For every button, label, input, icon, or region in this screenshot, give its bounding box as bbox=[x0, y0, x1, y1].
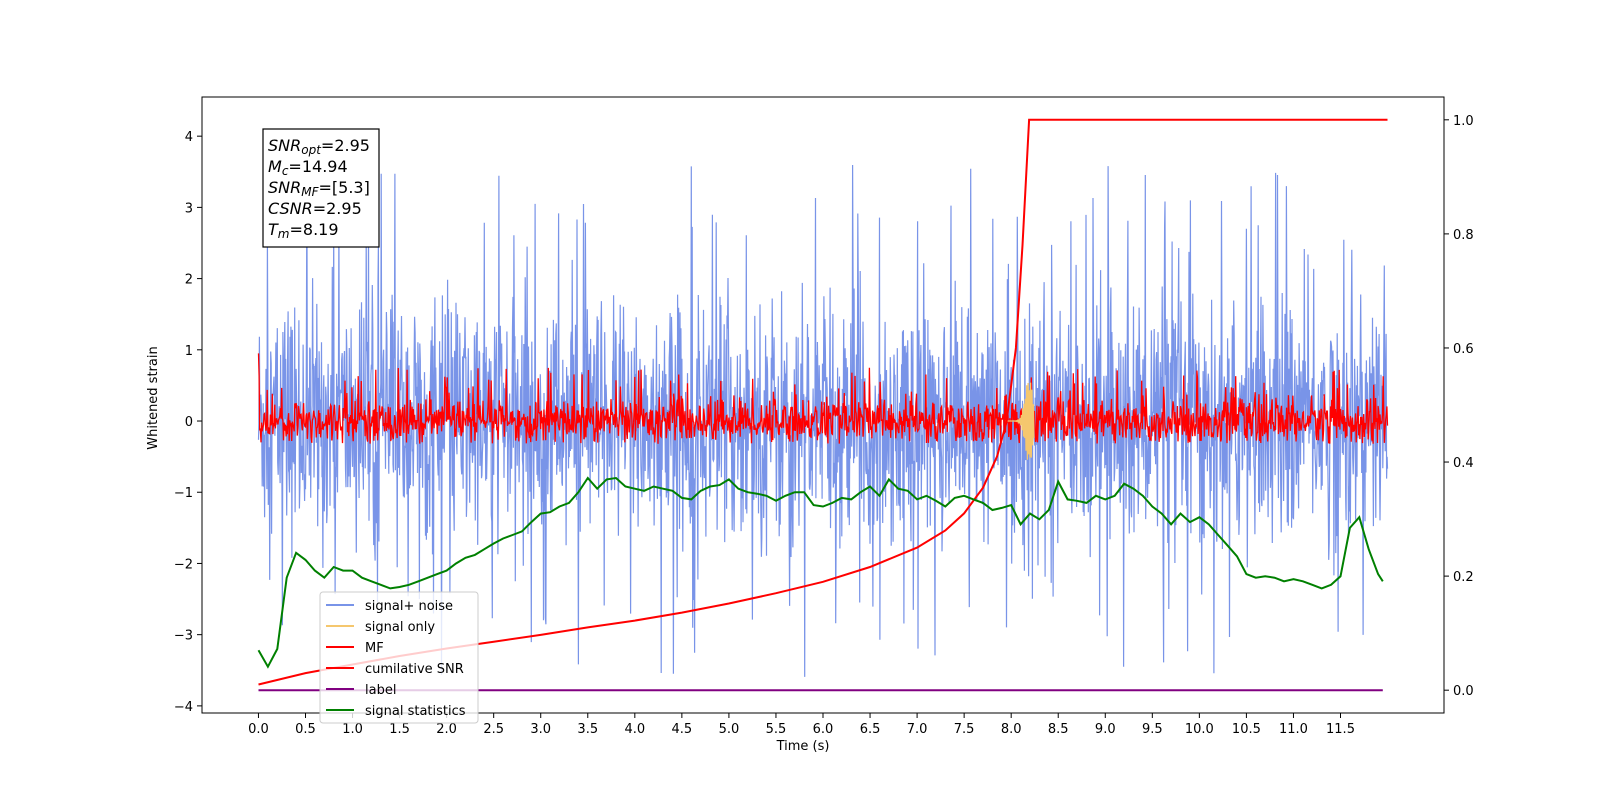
legend-label: MF bbox=[365, 641, 384, 656]
x-tick-label: 0.5 bbox=[295, 722, 316, 737]
x-tick-label: 5.0 bbox=[719, 722, 740, 737]
axes: 0.0 0.5 1.0 1.5 2.0 2.5 3.0 3.5 4.0 4.5 5.0 5.5 6.0 6… bbox=[174, 96, 1474, 737]
y-tick-label: 2 bbox=[185, 273, 193, 288]
y2-tick-label: 0.4 bbox=[1453, 456, 1474, 471]
x-tick-label: 8.0 bbox=[1001, 722, 1022, 737]
y-tick-label: −3 bbox=[174, 629, 193, 644]
x-tick-label: 1.0 bbox=[342, 722, 363, 737]
y-tick-label: 0 bbox=[185, 415, 193, 430]
x-tick-label: 6.5 bbox=[860, 722, 881, 737]
x-tick-label: 6.0 bbox=[813, 722, 834, 737]
x-tick-label: 9.5 bbox=[1142, 722, 1163, 737]
y2-tick-label: 0.8 bbox=[1453, 228, 1474, 243]
legend-label: label bbox=[365, 683, 396, 698]
x-tick-label: 10.0 bbox=[1185, 722, 1214, 737]
series-signal-only-line bbox=[1005, 382, 1035, 460]
legend-label: cumilative SNR bbox=[365, 662, 464, 677]
legend-label: signal only bbox=[365, 620, 435, 635]
info-line: Mc=14.94 bbox=[268, 157, 348, 178]
info-line: SNRopt=2.95 bbox=[268, 136, 370, 157]
x-tick-label: 2.5 bbox=[483, 722, 504, 737]
x-tick-label: 0.0 bbox=[248, 722, 269, 737]
x-tick-label: 3.5 bbox=[577, 722, 598, 737]
x-tick-label: 7.0 bbox=[907, 722, 928, 737]
legend-label: signal statistics bbox=[365, 704, 466, 719]
series-signal-statistics-line bbox=[257, 476, 1384, 669]
x-tick-label: 10.5 bbox=[1232, 722, 1261, 737]
y-tick-label: 1 bbox=[185, 344, 193, 359]
x-tick-label: 9.0 bbox=[1095, 722, 1116, 737]
x-tick-label: 4.0 bbox=[624, 722, 645, 737]
legend: signal+ noise signal only MF cumilative SNR… bbox=[319, 591, 479, 724]
y2-tick-label: 0.2 bbox=[1453, 570, 1474, 585]
series-mf-line bbox=[257, 353, 1389, 444]
y-tick-label: −4 bbox=[174, 700, 193, 715]
info-line: Tm=8.19 bbox=[268, 220, 339, 241]
x-tick-label: 5.5 bbox=[766, 722, 787, 737]
x-tick-label: 2.0 bbox=[436, 722, 457, 737]
y2-tick-label: 1.0 bbox=[1453, 114, 1474, 129]
x-tick-label: 11.5 bbox=[1326, 722, 1355, 737]
x-tick-label: 7.5 bbox=[954, 722, 975, 737]
info-box-frame bbox=[262, 128, 380, 248]
y-tick-label: 3 bbox=[185, 201, 193, 216]
x-tick-label: 8.5 bbox=[1048, 722, 1069, 737]
info-line: SNRMF=[5.3] bbox=[268, 178, 370, 199]
y-tick-label: −2 bbox=[174, 557, 193, 572]
legend-frame bbox=[319, 591, 479, 724]
x-tick-label: 1.5 bbox=[389, 722, 410, 737]
y-tick-label: 4 bbox=[185, 130, 193, 145]
y-tick-label: −1 bbox=[174, 486, 193, 501]
x-axis-label: Time (s) bbox=[776, 739, 830, 754]
x-tick-label: 11.0 bbox=[1279, 722, 1308, 737]
x-tick-label: 3.0 bbox=[530, 722, 551, 737]
x-tick-label: 4.5 bbox=[672, 722, 693, 737]
legend-label: signal+ noise bbox=[365, 599, 453, 614]
y2-tick-label: 0.6 bbox=[1453, 342, 1474, 357]
y-axis-label: Whitened strain bbox=[146, 346, 161, 449]
y2-tick-label: 0.0 bbox=[1453, 684, 1474, 699]
info-line: CSNR=2.95 bbox=[268, 199, 362, 218]
